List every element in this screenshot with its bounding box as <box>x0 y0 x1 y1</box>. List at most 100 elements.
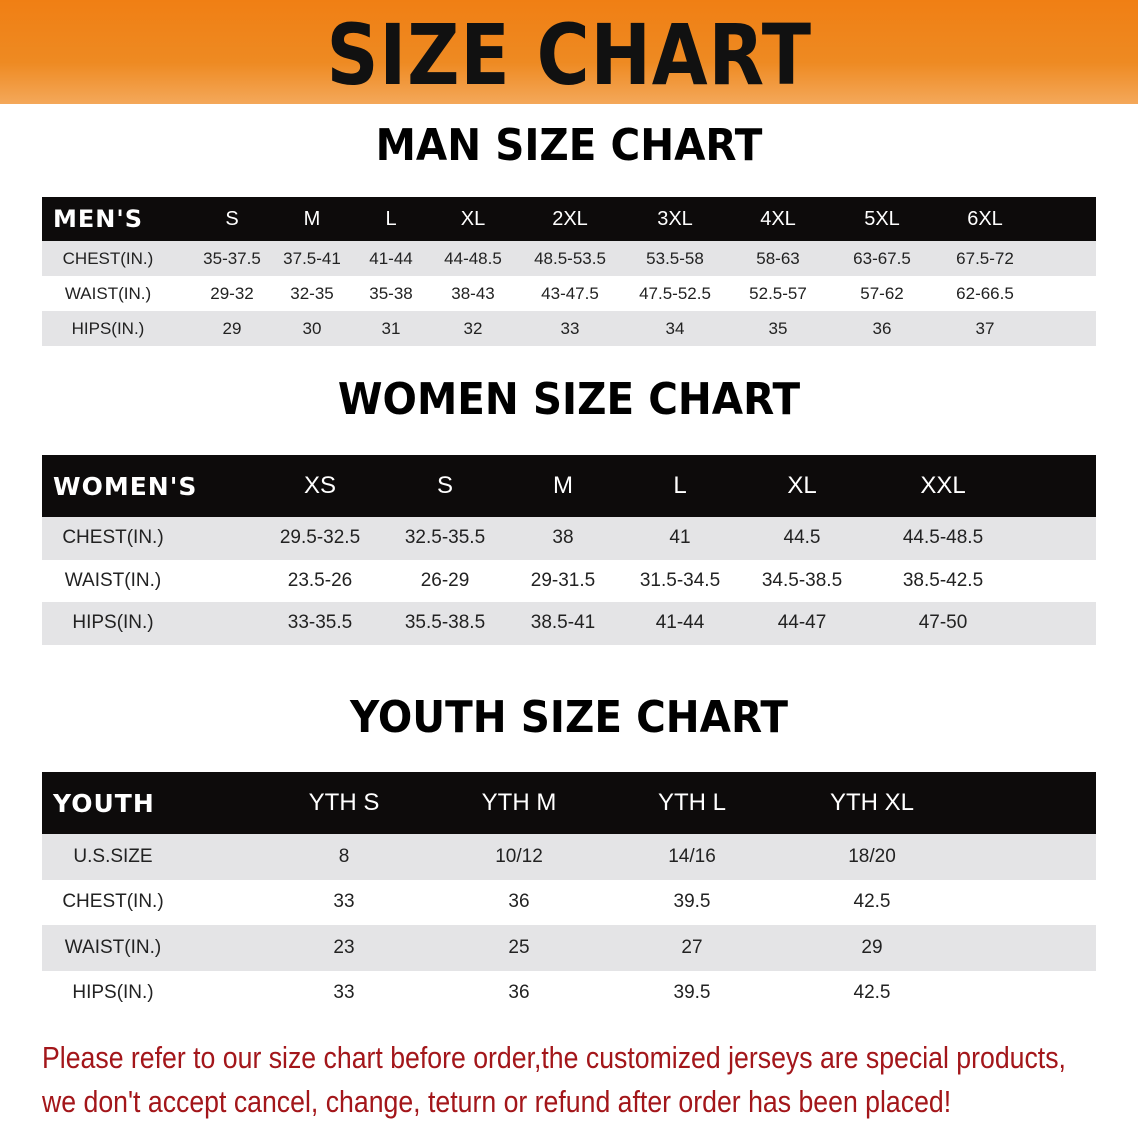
row-label: HIPS(IN.) <box>72 982 154 1004</box>
table-cell: 33 <box>333 891 355 913</box>
table-cell: 42.5 <box>853 891 891 913</box>
table-cell: 43-47.5 <box>541 283 599 303</box>
table-cell: 38.5-42.5 <box>902 569 984 591</box>
table-cell: 44.5 <box>783 527 821 549</box>
row-label: U.S.SIZE <box>73 845 153 867</box>
size-column-header: YTH L <box>657 789 726 816</box>
table-cell: 47.5-52.5 <box>639 283 711 303</box>
table-cell: 52.5-57 <box>749 283 807 303</box>
table-cell: 39.5 <box>673 982 711 1004</box>
table-cell: 35.5-38.5 <box>404 612 486 634</box>
table-cell: 39.5 <box>673 891 711 913</box>
table-cell: 31 <box>381 318 401 338</box>
table-row: U.S.SIZE 8 10/12 14/16 18/20 <box>42 834 1096 880</box>
men-size-table: MEN'S S M L XL 2XL 3XL 4XL 5XL 6XL CHEST(IN.) 35-37… <box>42 197 1096 346</box>
table-cell: 67.5-72 <box>956 248 1014 268</box>
size-column-header: M <box>303 207 321 230</box>
size-column-header: 5XL <box>864 207 900 230</box>
table-cell: 41 <box>669 527 691 549</box>
size-column-header: 3XL <box>657 207 693 230</box>
table-cell: 25 <box>508 936 530 958</box>
women-section-title: WOMEN SIZE CHART <box>337 374 801 425</box>
size-column-header: 2XL <box>552 207 588 230</box>
table-cell: 63-67.5 <box>853 248 911 268</box>
table-cell: 34 <box>665 318 685 338</box>
table-cell: 36 <box>872 318 892 338</box>
row-label: WAIST(IN.) <box>64 936 162 958</box>
table-cell: 33 <box>560 318 580 338</box>
table-cell: 26-29 <box>420 569 470 591</box>
row-label: CHEST(IN.) <box>62 891 164 913</box>
women-header-row: WOMEN'S XS S M L XL XXL <box>42 455 1096 517</box>
table-cell: 36 <box>508 982 530 1004</box>
table-cell: 29 <box>222 318 242 338</box>
table-cell: 33 <box>333 982 355 1004</box>
table-cell: 42.5 <box>853 982 891 1004</box>
table-cell: 38-43 <box>451 283 495 303</box>
table-cell: 29-31.5 <box>530 569 596 591</box>
table-cell: 41-44 <box>655 612 705 634</box>
youth-header-row: YOUTH YTH S YTH M YTH L YTH XL <box>42 772 1096 834</box>
youth-section-title: YOUTH SIZE CHART <box>350 692 788 743</box>
table-cell: 35-37.5 <box>203 248 261 268</box>
table-cell: 58-63 <box>756 248 800 268</box>
size-column-header: XL <box>460 207 486 230</box>
table-row: CHEST(IN.) 33 36 39.5 42.5 <box>42 879 1096 925</box>
header-label: MEN'S <box>53 205 143 233</box>
row-label: WAIST(IN.) <box>64 283 152 303</box>
table-row: CHEST(IN.) 35-37.5 37.5-41 41-44 44-48.5 48.5… <box>42 241 1096 276</box>
table-cell: 44-48.5 <box>444 248 502 268</box>
youth-size-table: YOUTH YTH S YTH M YTH L YTH XL U.S.SIZE 8 10/12… <box>42 772 1096 1016</box>
table-cell: 57-62 <box>860 283 904 303</box>
header-label: YOUTH <box>53 788 155 818</box>
table-row: HIPS(IN.) 29 30 31 32 33 34 35 36 37 <box>42 311 1096 346</box>
table-cell: 31.5-34.5 <box>639 569 721 591</box>
table-cell: 53.5-58 <box>646 248 704 268</box>
men-header-row: MEN'S S M L XL 2XL 3XL 4XL 5XL 6XL <box>42 197 1096 241</box>
table-cell: 37 <box>975 318 995 338</box>
size-column-header: YTH M <box>481 789 557 816</box>
size-column-header: YTH S <box>308 789 380 816</box>
table-cell: 8 <box>338 845 350 867</box>
size-column-header: YTH XL <box>829 789 915 816</box>
title-banner: SIZE CHART <box>0 0 1138 104</box>
table-cell: 44.5-48.5 <box>902 527 984 549</box>
table-row: CHEST(IN.) 29.5-32.5 32.5-35.5 38 41 44.5 44.5… <box>42 517 1096 560</box>
header-label: WOMEN'S <box>53 471 198 501</box>
table-cell: 32-35 <box>290 283 334 303</box>
table-cell: 44-47 <box>777 612 827 634</box>
page-title: SIZE CHART <box>326 6 812 104</box>
table-cell: 29.5-32.5 <box>279 527 361 549</box>
row-label: WAIST(IN.) <box>64 569 162 591</box>
size-column-header: 4XL <box>760 207 796 230</box>
size-column-header: L <box>385 207 397 230</box>
table-cell: 32 <box>463 318 483 338</box>
size-column-header: M <box>553 472 573 499</box>
table-cell: 38.5-41 <box>530 612 596 634</box>
table-cell: 36 <box>508 891 530 913</box>
row-label: HIPS(IN.) <box>72 612 154 634</box>
table-cell: 41-44 <box>369 248 413 268</box>
size-column-header: L <box>673 472 687 499</box>
table-cell: 10/12 <box>495 845 543 867</box>
table-cell: 62-66.5 <box>956 283 1014 303</box>
table-cell: 23 <box>333 936 355 958</box>
table-cell: 33-35.5 <box>287 612 353 634</box>
table-cell: 14/16 <box>668 845 716 867</box>
size-column-header: XS <box>303 472 336 499</box>
table-row: WAIST(IN.) 23.5-26 26-29 29-31.5 31.5-34.5 34… <box>42 559 1096 602</box>
table-row: WAIST(IN.) 23 25 27 29 <box>42 925 1096 971</box>
table-cell: 29 <box>861 936 883 958</box>
table-cell: 48.5-53.5 <box>534 248 606 268</box>
table-cell: 47-50 <box>918 612 968 634</box>
table-row: WAIST(IN.) 29-32 32-35 35-38 38-43 43-47.5 47.… <box>42 276 1096 311</box>
table-row: HIPS(IN.) 33 36 39.5 42.5 <box>42 970 1096 1016</box>
table-cell: 23.5-26 <box>287 569 353 591</box>
table-cell: 29-32 <box>210 283 254 303</box>
row-label: HIPS(IN.) <box>71 318 145 338</box>
table-cell: 34.5-38.5 <box>761 569 843 591</box>
table-row: HIPS(IN.) 33-35.5 35.5-38.5 38.5-41 41-44 44-… <box>42 602 1096 645</box>
size-column-header: XL <box>787 472 817 499</box>
men-section-title: MAN SIZE CHART <box>375 120 763 171</box>
row-label: CHEST(IN.) <box>62 248 154 268</box>
